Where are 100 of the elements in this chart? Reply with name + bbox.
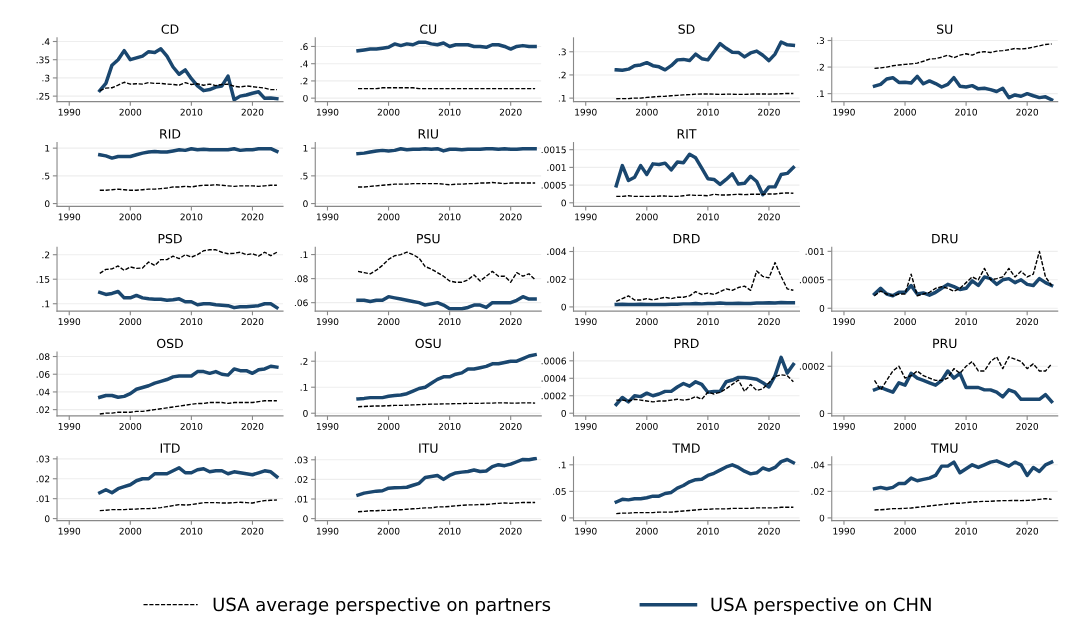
y-tick-label: .02 [36,475,50,483]
y-tick-label: .2 [817,63,824,71]
y-tick-label: .3 [817,37,825,45]
x-tick-label: 2000 [635,108,658,116]
y-tick-label: .02 [811,488,824,495]
y-tick-label: .01 [36,495,50,503]
y-tick-label: 0 [44,515,50,523]
x-tick-label: 2010 [438,213,461,221]
x-tick-label: 2020 [758,527,780,535]
line-series [356,456,537,497]
line-series [98,466,279,495]
y-tick-label: .02 [36,406,50,414]
x-tick-label: 2020 [499,318,522,326]
x-tick-label: 2020 [1016,422,1039,430]
x-tick-label: 1990 [58,527,81,535]
chart-title: OSD [157,338,183,349]
x-tick-label: 2000 [894,527,916,535]
x-tick-label: 2010 [697,318,719,326]
line-series [99,499,278,512]
legend-label: USA perspective on CHN [711,597,931,615]
x-tick-label: 2000 [894,318,916,326]
x-tick-label: 2020 [241,318,264,326]
x-tick-label: 1990 [575,318,597,326]
y-tick-label: .15 [36,276,50,283]
y-tick-label: 0 [819,514,825,522]
y-tick-label: 0 [303,409,308,417]
line-series [356,40,537,53]
x-tick-label: 2000 [894,108,916,116]
line-series [614,457,796,504]
x-tick-label: 2020 [758,318,780,326]
x-tick-label: 2000 [377,318,400,326]
chart-title: DRD [673,234,700,244]
line-series [872,74,1054,102]
chart-title: CU [420,24,437,34]
x-tick-label: 2010 [955,527,977,535]
line-series [873,250,1053,297]
x-tick-label: 2010 [180,527,203,535]
line-series [873,356,1053,391]
y-tick-label: 0 [561,409,566,417]
chart-title: PRU [933,338,957,349]
y-tick-label: 1 [303,145,308,152]
line-series [872,459,1054,491]
x-tick-label: 2020 [499,527,522,535]
y-tick-label: .0005 [799,276,825,284]
y-tick-label: 0 [303,200,308,208]
legend-label: USA average perspective on partners [213,597,551,615]
x-tick-label: 2010 [438,527,461,535]
y-tick-label: 0 [561,514,566,522]
x-tick-label: 1990 [833,527,855,535]
x-tick-label: 1990 [316,527,339,535]
x-tick-label: 2020 [758,108,780,116]
chart-title: PSU [417,233,440,244]
line-series [98,364,279,399]
x-tick-label: 2020 [499,422,522,430]
y-tick-label: 0 [819,304,825,312]
x-tick-label: 2000 [377,527,400,535]
x-tick-label: 2020 [758,213,780,221]
line-series [614,355,796,407]
chart-title: RID [160,129,181,139]
x-tick-label: 2000 [377,108,400,116]
y-tick-label: .2 [300,357,308,365]
y-tick-label: .001 [805,248,824,255]
y-tick-label: .4 [300,60,308,68]
x-tick-label: 2000 [894,422,916,430]
x-tick-label: 1990 [833,422,855,430]
x-tick-label: 2010 [438,422,461,430]
chart-title: SU [937,24,953,34]
line-series [873,497,1053,511]
line-series [873,43,1053,70]
y-tick-label: .3 [42,74,50,82]
y-tick-label: .1 [817,90,824,98]
y-tick-label: .1 [558,461,566,469]
chart-title: TMD [672,443,700,453]
y-tick-label: .04 [36,388,50,396]
y-tick-label: .06 [36,370,50,378]
chart-title: TMU [930,443,958,453]
y-tick-label: .0015 [541,146,566,154]
y-tick-label: .03 [294,456,308,464]
y-tick-label: 1 [45,145,50,152]
y-tick-label: .35 [36,56,50,64]
chart-title: DRU [932,234,958,244]
y-tick-label: .2 [42,251,50,259]
y-tick-label: .004 [547,248,567,256]
x-tick-label: 1990 [58,213,81,221]
x-tick-label: 2020 [241,422,264,430]
x-tick-label: 1990 [58,422,81,430]
line-series [356,352,537,401]
y-tick-label: .1 [558,94,566,102]
y-tick-label: .2 [300,77,308,85]
x-tick-label: 2010 [697,422,719,430]
x-tick-label: 2000 [119,318,142,326]
x-tick-label: 2010 [955,108,977,116]
x-tick-label: 2020 [758,422,780,430]
y-tick-label: .3 [558,48,566,56]
chart-title: PRD [674,338,699,348]
y-tick-label: .1 [42,300,50,308]
x-tick-label: 2000 [635,318,658,326]
x-tick-label: 2000 [119,108,142,116]
y-tick-label: .08 [36,353,50,361]
x-tick-label: 1990 [316,213,339,221]
